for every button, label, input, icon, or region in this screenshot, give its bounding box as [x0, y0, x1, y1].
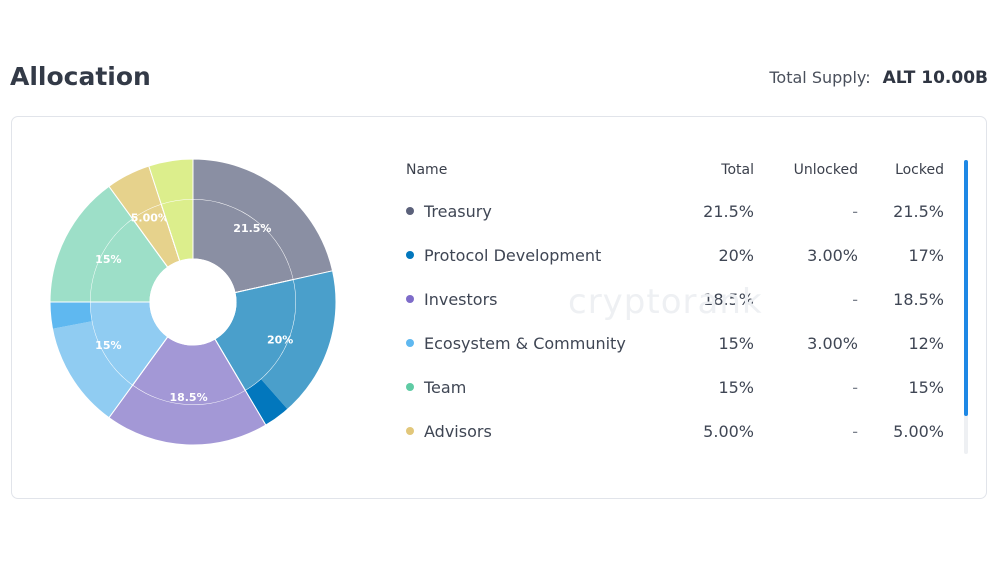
total-supply-label: Total Supply:	[769, 68, 871, 87]
row-total: 21.5%	[703, 201, 754, 221]
row-name-label: Team	[424, 377, 467, 397]
table-header: Name Total Unlocked Locked	[406, 157, 946, 183]
allocation-pie-chart[interactable]: 21.5% 20% 18.5% 15% 15% 5.00%	[48, 157, 338, 447]
row-locked: 18.5%	[893, 289, 944, 309]
legend-dot-icon	[406, 207, 414, 215]
table-row[interactable]: Advisors 5.00% - 5.00%	[406, 409, 946, 453]
row-locked: 21.5%	[893, 201, 944, 221]
pie-slice-locked-ring[interactable]	[108, 165, 162, 219]
scrollbar-track[interactable]	[964, 160, 968, 454]
row-name-label: Advisors	[424, 421, 492, 441]
row-locked: 12%	[908, 333, 944, 353]
row-locked: 5.00%	[893, 421, 944, 441]
row-total: 15%	[718, 333, 754, 353]
pie-slice[interactable]	[214, 270, 337, 426]
row-unlocked: -	[852, 289, 858, 309]
row-unlocked: -	[852, 377, 858, 397]
legend-dot-icon	[406, 295, 414, 303]
row-total: 18.5%	[703, 289, 754, 309]
table-row[interactable]: Ecosystem & Community 15% 3.00% 12%	[406, 321, 946, 365]
total-supply-value: ALT 10.00B	[882, 68, 988, 88]
row-name: Advisors	[406, 422, 664, 441]
pie-slice-locked-ring[interactable]	[108, 385, 266, 445]
donut-hole	[150, 259, 236, 345]
pie-slice-label: 18.5%	[169, 391, 207, 404]
row-name: Treasury	[406, 202, 664, 221]
row-total: 20%	[718, 245, 754, 265]
pie-slice-unlocked-ring[interactable]	[50, 302, 92, 329]
column-name[interactable]: Name	[406, 162, 448, 178]
row-name: Ecosystem & Community	[406, 334, 664, 353]
pie-slice-locked-ring[interactable]	[52, 321, 133, 418]
pie-slice-locked-ring[interactable]	[50, 186, 133, 302]
table-body: Treasury 21.5% - 21.5% Protocol Development 2…	[406, 189, 946, 453]
table-row[interactable]: Investors 18.5% - 18.5%	[406, 277, 946, 321]
pie-slice-label: 5.00%	[131, 211, 169, 224]
row-locked: 17%	[908, 245, 944, 265]
row-locked: 15%	[908, 377, 944, 397]
pie-slice-label: 15%	[95, 253, 121, 266]
pie-slice[interactable]	[108, 336, 267, 446]
row-name-label: Protocol Development	[424, 245, 602, 265]
row-total: 15%	[718, 377, 754, 397]
total-supply: Total Supply: ALT 10.00B	[769, 68, 988, 88]
page-title: Allocation	[10, 62, 151, 91]
pie-slice-label: 15%	[95, 339, 121, 352]
pie-slice-unlocked-ring[interactable]	[245, 379, 288, 426]
row-name: Investors	[406, 290, 664, 309]
row-name: Protocol Development	[406, 246, 664, 265]
table-row[interactable]: Protocol Development 20% 3.00% 17%	[406, 233, 946, 277]
legend-dot-icon	[406, 383, 414, 391]
row-name-label: Investors	[424, 289, 498, 309]
row-unlocked: -	[852, 201, 858, 221]
column-total[interactable]: Total	[721, 162, 754, 178]
row-name: Team	[406, 378, 664, 397]
watermark: cryptorank	[568, 282, 763, 322]
column-unlocked[interactable]: Unlocked	[793, 162, 858, 178]
legend-dot-icon	[406, 427, 414, 435]
legend-dot-icon	[406, 339, 414, 347]
pie-slice-locked-ring[interactable]	[261, 270, 336, 410]
pie-slice-locked-ring[interactable]	[193, 159, 333, 280]
allocation-card: 21.5% 20% 18.5% 15% 15% 5.00% Name Total Unlo…	[11, 116, 987, 499]
pie-slice-label: 21.5%	[233, 222, 271, 235]
table-row[interactable]: Team 15% - 15%	[406, 365, 946, 409]
pie-slice-label: 20%	[267, 334, 293, 347]
row-unlocked: 3.00%	[807, 245, 858, 265]
row-total: 5.00%	[703, 421, 754, 441]
row-unlocked: 3.00%	[807, 333, 858, 353]
row-name-label: Ecosystem & Community	[424, 333, 626, 353]
table-row[interactable]: Treasury 21.5% - 21.5%	[406, 189, 946, 233]
allocation-table: Name Total Unlocked Locked Treasury 21.5%…	[406, 157, 946, 453]
row-name-label: Treasury	[424, 201, 492, 221]
pie-slice-locked-ring[interactable]	[148, 159, 193, 205]
scrollbar-thumb[interactable]	[964, 160, 968, 416]
column-locked[interactable]: Locked	[895, 162, 944, 178]
row-unlocked: -	[852, 421, 858, 441]
legend-dot-icon	[406, 251, 414, 259]
